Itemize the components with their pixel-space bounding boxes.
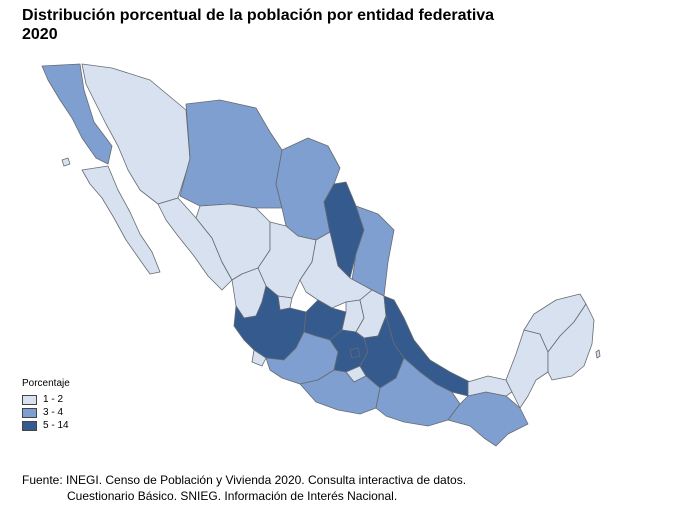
state-sinaloa <box>157 197 233 291</box>
state-campeche <box>505 329 549 409</box>
source-line-1: Fuente: INEGI. Censo de Población y Vivi… <box>22 473 467 487</box>
legend-swatch-high <box>22 420 37 431</box>
state-sonora <box>81 63 191 205</box>
title-line-1: Distribución porcentual de la población … <box>22 7 495 24</box>
map-title: Distribución porcentual de la población … <box>22 6 494 44</box>
legend-label-high: 5 - 14 <box>43 419 69 431</box>
state-quintana-roo <box>547 303 595 381</box>
title-line-2: 2020 <box>22 26 58 43</box>
state-nuevo-leon <box>323 181 365 279</box>
state-colima <box>251 349 267 367</box>
legend-label-low: 1 - 2 <box>43 393 64 405</box>
state-chihuahua <box>179 99 283 209</box>
legend: Porcentaje 1 - 2 3 - 4 5 - 14 <box>22 378 70 432</box>
state-baja-california-sur <box>81 165 161 275</box>
legend-swatch-mid <box>22 407 37 418</box>
legend-item-high: 5 - 14 <box>22 419 70 432</box>
state-tabasco <box>467 375 513 397</box>
state-baja-california <box>41 63 113 165</box>
state-guerrero <box>299 369 381 415</box>
island-cozumel <box>595 349 601 359</box>
legend-item-mid: 3 - 4 <box>22 406 70 419</box>
state-ciudad-de-mexico <box>349 347 361 359</box>
mexico-map <box>41 63 601 447</box>
island-tiburon <box>61 157 71 167</box>
source-note: Fuente: INEGI. Censo de Población y Vivi… <box>22 472 466 504</box>
legend-title: Porcentaje <box>22 378 70 389</box>
source-line-2: Cuestionario Básico. SNIEG. Información … <box>67 489 398 503</box>
legend-label-mid: 3 - 4 <box>43 406 64 418</box>
state-zacatecas <box>257 221 317 299</box>
legend-item-low: 1 - 2 <box>22 393 70 406</box>
legend-swatch-low <box>22 394 37 405</box>
